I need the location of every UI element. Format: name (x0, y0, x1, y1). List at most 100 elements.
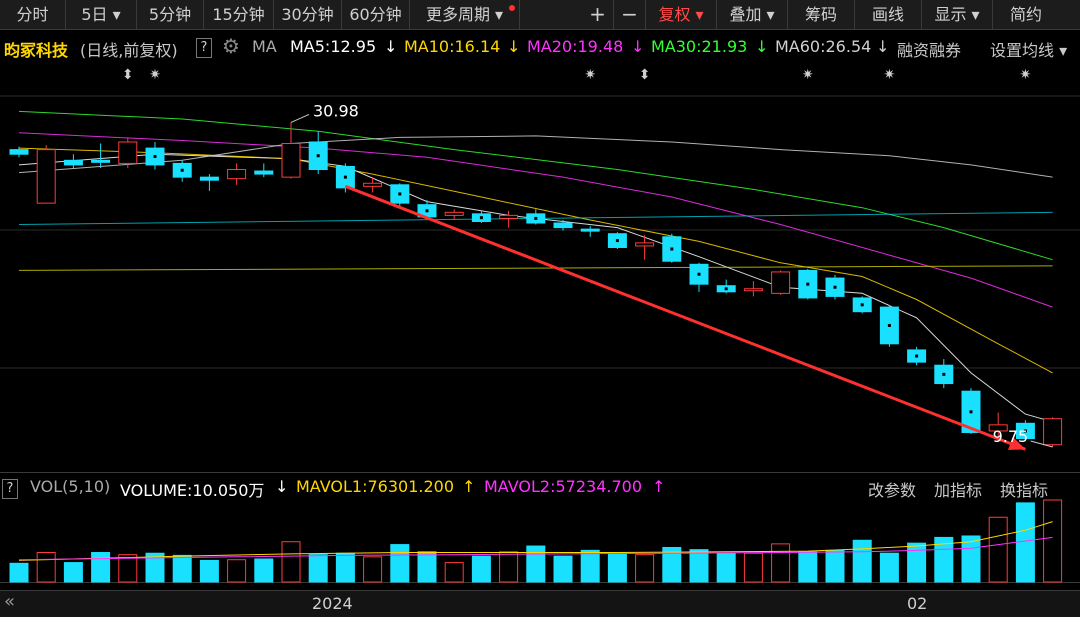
volume-bar-up (771, 543, 791, 583)
candle-up (118, 141, 138, 164)
asterisk-icon: ✷ (1020, 67, 1032, 83)
candle-mark (942, 372, 946, 376)
candle-down (9, 149, 29, 155)
volume-bar-up (635, 554, 655, 583)
zoom-in-button[interactable]: + (582, 0, 614, 29)
gear-icon[interactable]: ⚙ (222, 34, 240, 58)
low-pointer (1030, 440, 1053, 448)
double-arrow-icon: ⬍ (122, 67, 134, 83)
candles (9, 122, 1063, 448)
ma20-arrow-icon: ↓ (631, 37, 645, 56)
annotations: 30.98 9.75 ⬍ ⬍ ✷ ✷ ✷ ✷ ✷ (122, 67, 1053, 451)
more-periods-label: 更多周期 ▾ (425, 5, 504, 24)
ma30-arrow-icon: ↓ (755, 37, 769, 56)
volume-bar-down (1015, 502, 1035, 583)
candle-mark (615, 239, 619, 243)
change-params-button[interactable]: 改参数 (868, 481, 917, 500)
zoom-out-button[interactable]: − (614, 0, 646, 29)
simple-button[interactable]: 简约 (1009, 5, 1042, 24)
mavol1-value: MAVOL1:76301.200 (296, 477, 454, 496)
double-arrow-icon: ⬍ (639, 67, 651, 83)
candle-mark (534, 216, 538, 220)
volume-bar-down (417, 551, 437, 583)
ma10-value: MA10:16.14 (404, 37, 501, 56)
volume-bar-down (553, 555, 573, 583)
candle-up (988, 424, 1008, 432)
candle-mark (670, 247, 674, 251)
tab-30min[interactable]: 30分钟 (274, 0, 342, 29)
volume-bar-down (689, 549, 709, 583)
candle-mark (180, 168, 184, 172)
grid (0, 95, 1080, 583)
tab-60min[interactable]: 60分钟 (342, 0, 410, 29)
volume-bar-down (961, 535, 981, 583)
mavol2-value: MAVOL2:57234.700 (484, 477, 642, 496)
asterisk-icon: ✷ (149, 67, 161, 83)
asterisk-icon: ✷ (584, 67, 596, 83)
margin-trading-link[interactable]: 融资融券 (897, 41, 962, 60)
trend-line (344, 184, 1026, 451)
candle-mark (153, 155, 157, 159)
candle-mark (806, 282, 810, 286)
mavol1-arrow-icon: ↑ (462, 477, 476, 496)
chips-button[interactable]: 筹码 (788, 0, 855, 29)
more-periods-button[interactable]: 更多周期 ▾ (410, 0, 520, 29)
volume-bar-down (471, 555, 491, 583)
volume-bars (9, 499, 1063, 583)
mavol2-arrow-icon: ↑ (652, 477, 666, 496)
tab-5min[interactable]: 5分钟 (137, 0, 204, 29)
candle-up (281, 143, 301, 178)
volume-bar-down (798, 551, 818, 583)
candle-up (444, 211, 464, 216)
volume-bar-down (63, 562, 83, 583)
volume-bar-up (988, 516, 1008, 583)
candle-down (553, 222, 573, 229)
overlay-button[interactable]: 叠加 ▾ (717, 0, 788, 29)
draw-button[interactable]: 画线 (855, 0, 922, 29)
vol-help-button[interactable]: ? (2, 479, 18, 499)
candle-up (1043, 418, 1063, 446)
ma-label: MA (252, 37, 277, 56)
volume-bar-down (199, 559, 219, 583)
volume-bar-down (390, 544, 410, 583)
ma10-arrow-icon: ↓ (507, 37, 521, 56)
ma10-line (18, 147, 1053, 374)
volume-bar-up (444, 562, 464, 583)
volume-bar-down (145, 552, 165, 583)
candle-up (499, 214, 519, 219)
volume-bar-up (1043, 499, 1063, 583)
candle-mark (479, 216, 483, 220)
ma-settings-button[interactable]: 设置均线 ▾ (990, 41, 1068, 60)
tab-15min[interactable]: 15分钟 (204, 0, 274, 29)
volume-bar-up (363, 556, 383, 583)
low-label: 9.75 (993, 427, 1029, 446)
candle-mark (860, 303, 864, 307)
adjust-button[interactable]: 复权 ▾ (646, 0, 717, 29)
candle-mark (343, 175, 347, 179)
ma5-line (18, 153, 1053, 423)
display-button[interactable]: 显示 ▾ (922, 0, 993, 29)
candle-down (91, 159, 111, 163)
high-pointer (290, 113, 310, 123)
ma-lines (18, 110, 1053, 423)
candle-down (580, 228, 600, 232)
volume-bar-down (580, 549, 600, 583)
ma60-line (18, 135, 1053, 178)
add-indicator-button[interactable]: 加指标 (934, 481, 983, 500)
switch-indicator-button[interactable]: 换指标 (1000, 481, 1049, 500)
high-label: 30.98 (313, 101, 359, 120)
ma30-value: MA30:21.93 (651, 37, 748, 56)
volume-value: VOLUME:10.050万 (120, 481, 265, 500)
candle-mark (915, 354, 919, 358)
volume-bar-down (934, 536, 954, 583)
candle-mark (724, 287, 728, 291)
volume-bar-down (335, 552, 355, 583)
tab-5day[interactable]: 5日 ▾ (66, 0, 137, 29)
scroll-left-icon[interactable]: « (4, 591, 16, 612)
candle-mark (697, 272, 701, 276)
tab-intraday[interactable]: 分时 (0, 0, 66, 29)
candle-down (254, 170, 274, 175)
candle-mark (398, 192, 402, 196)
help-button[interactable]: ? (196, 38, 212, 58)
